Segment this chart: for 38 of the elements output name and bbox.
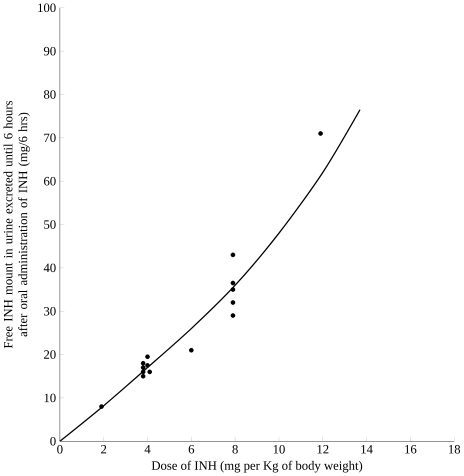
point (140, 360, 146, 366)
y-tick-label: 90 (44, 46, 56, 56)
x-tick-label: 6 (188, 444, 194, 454)
x-tick-label: 12 (318, 444, 328, 454)
point (230, 252, 236, 258)
point (140, 365, 146, 370)
point (145, 354, 150, 360)
point (145, 363, 150, 368)
x-axis-title: Dose of INH (mg per Kg of body weight) (152, 460, 362, 472)
x-tick-label: 8 (232, 444, 238, 454)
x-tick-label: 10 (274, 444, 285, 454)
x-tick-label: 4 (144, 444, 150, 454)
point (140, 370, 146, 374)
point (188, 348, 194, 353)
y-tick-label: 70 (44, 134, 56, 142)
point (318, 131, 323, 136)
y-tick-label: 100 (38, 4, 56, 12)
y-tick-label: 80 (44, 90, 56, 99)
y-tick-label: 40 (44, 264, 56, 272)
x-tick-label: 2 (101, 444, 106, 454)
y-tick-label: 50 (44, 220, 56, 229)
y-tick-label: 0 (50, 436, 56, 446)
x-tick-label: 16 (405, 444, 416, 454)
x-tick-label: 0 (57, 444, 63, 454)
y-tick-label: 10 (44, 394, 56, 402)
y-tick-label: 60 (44, 176, 56, 186)
point (230, 313, 236, 318)
point (147, 370, 152, 374)
x-tick-label: 18 (448, 444, 460, 454)
point (140, 374, 146, 379)
point (99, 404, 104, 409)
point (230, 287, 236, 292)
y-tick-label: 20 (44, 350, 56, 359)
y-axis-title: Free INH mount in urine excreted until 6 hours after oral administration of INH (mg/6 hrs) (3, 100, 30, 348)
point (230, 300, 236, 305)
point (230, 280, 236, 286)
y-tick-label: 30 (44, 306, 56, 316)
x-tick-label: 14 (361, 444, 373, 454)
